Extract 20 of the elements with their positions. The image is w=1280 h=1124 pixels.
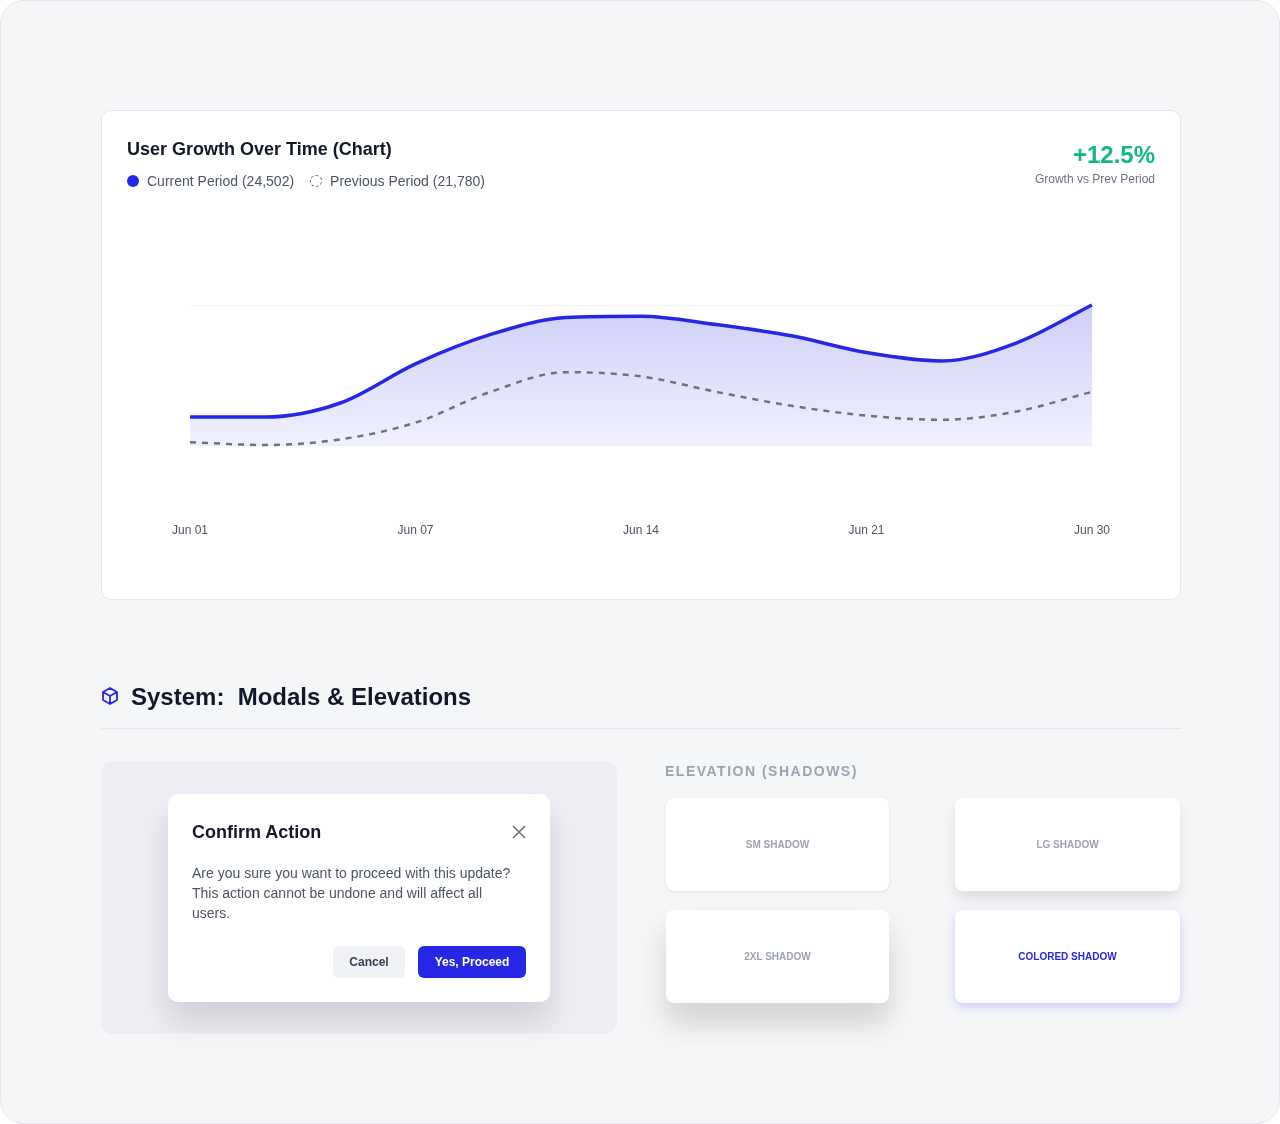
text: Cancel <box>333 946 405 978</box>
text: SM SHADOW <box>666 798 889 891</box>
text: +12.5% <box>1072 141 1155 169</box>
text: COLORED SHADOW <box>955 910 1180 1003</box>
text: LG SHADOW <box>955 798 1180 891</box>
text: Confirm Action <box>192 822 322 843</box>
legend-label: Previous Period (21,780) <box>330 173 485 189</box>
text: System: Modals & Elevations <box>131 683 472 711</box>
x-tick-label: Jun 14 <box>622 522 660 537</box>
chart-title: User Growth Over Time (Chart) <box>127 139 392 160</box>
text: 2XL SHADOW <box>666 910 889 1003</box>
text: ELEVATION (SHADOWS) <box>665 763 858 779</box>
text: Are you sure you want to proceed with this update? This action cannot be undone and will affect all users. <box>192 864 512 923</box>
x-tick-label: Jun 30 <box>1073 522 1111 537</box>
x-tick-label: Jun 01 <box>172 522 209 537</box>
text: Yes, Proceed <box>418 946 526 978</box>
text: Growth vs Prev Period <box>1034 172 1155 186</box>
x-tick-label: Jun 21 <box>848 522 885 537</box>
x-tick-label: Jun 07 <box>397 522 434 537</box>
legend-label: Current Period (24,502) <box>147 173 295 189</box>
